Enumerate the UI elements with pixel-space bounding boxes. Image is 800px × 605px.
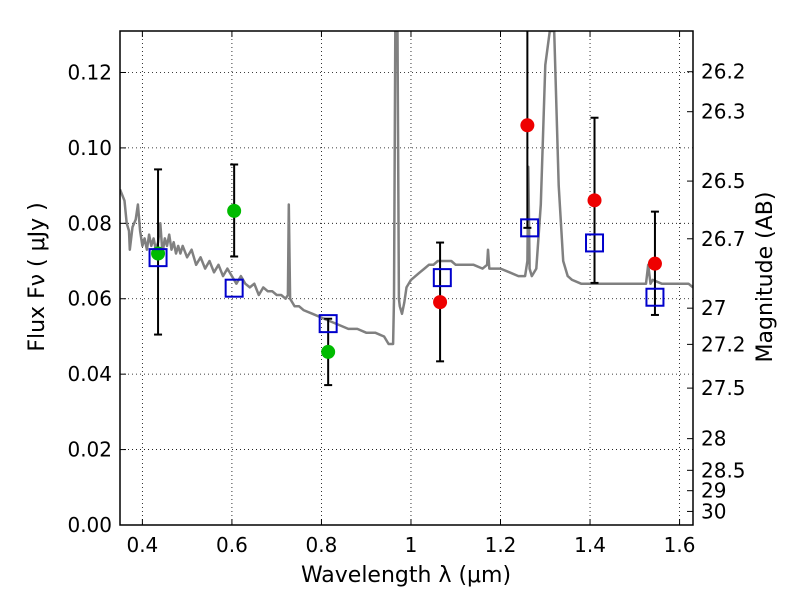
model-square-marker <box>520 218 540 238</box>
x-tick-label: 1.4 <box>574 533 606 557</box>
x-tick-label: 1 <box>405 533 418 557</box>
mag-tick-label: 28 <box>701 427 726 451</box>
model-square-marker <box>224 278 244 298</box>
mag-tick-label: 27.5 <box>701 376 746 400</box>
spectrum-line <box>120 31 693 346</box>
y-axis-label: Flux Fν ( μJy ) <box>25 202 50 351</box>
mag-tick-label: 27.2 <box>701 332 746 356</box>
model-square-marker <box>645 287 665 307</box>
x-tick-label: 0.8 <box>306 533 338 557</box>
mag-tick-label: 29 <box>701 479 726 503</box>
plot-border <box>119 30 694 526</box>
model-square-marker <box>318 314 338 334</box>
green-data-point <box>321 344 336 359</box>
mag-tick-label: 27 <box>701 296 726 320</box>
mag-tick-label: 26.5 <box>701 169 746 193</box>
y-tick-label: 0.00 <box>67 513 112 537</box>
x-axis-label: Wavelength λ (μm) <box>301 563 511 588</box>
mag-tick-label: 28.5 <box>701 458 746 482</box>
mag-tick-label: 26.3 <box>701 100 746 124</box>
model-square-marker <box>148 248 168 268</box>
red-data-point <box>520 118 535 133</box>
plot-data <box>120 31 693 346</box>
red-data-point <box>587 193 602 208</box>
y-tick-label: 0.04 <box>67 362 112 386</box>
mag-tick-label: 30 <box>701 499 726 523</box>
x-tick-label: 1.2 <box>485 533 517 557</box>
error-bars <box>148 31 665 387</box>
mag-tick-label: 26.2 <box>701 60 746 84</box>
model-square-marker <box>585 233 605 253</box>
red-data-point <box>647 256 662 271</box>
y-tick-label: 0.10 <box>67 136 112 160</box>
y-tick-label: 0.02 <box>67 438 112 462</box>
y-tick-label: 0.08 <box>67 211 112 235</box>
x-tick-label: 0.4 <box>126 533 158 557</box>
y-tick-label: 0.12 <box>67 60 112 84</box>
x-tick-label: 1.6 <box>664 533 696 557</box>
y-tick-label: 0.06 <box>67 287 112 311</box>
grid-lines <box>120 31 693 526</box>
model-square-marker <box>432 268 452 288</box>
y2-axis-label: Magnitude (AB) <box>753 192 778 363</box>
green-data-point <box>227 203 242 218</box>
red-data-point <box>433 295 448 310</box>
plot-frame <box>119 30 694 526</box>
axis-ticks: 0.4 0.6 0.8 1 1.2 1.4 1.6 0.00 0.02 0.04 0.06 0.08 0… <box>67 31 746 557</box>
mag-tick-label: 26.7 <box>701 227 746 251</box>
x-tick-label: 0.6 <box>216 533 248 557</box>
